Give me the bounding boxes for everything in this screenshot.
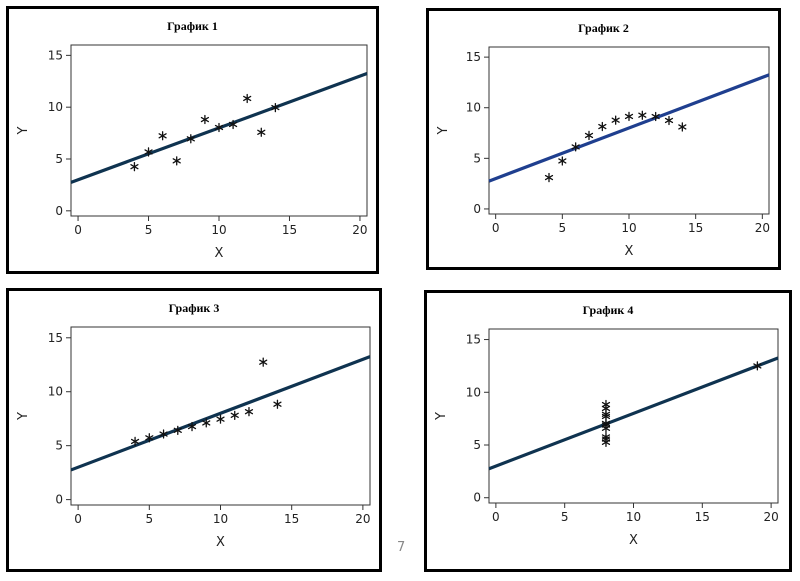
chart3-point-1: [130, 436, 140, 447]
chart1-point-9: [243, 93, 252, 104]
chart2-point-6: [611, 115, 620, 125]
chart4-point-11: [601, 420, 611, 430]
chart3-point-4: [173, 425, 182, 435]
chart1-title: График 1: [167, 19, 218, 33]
chart4-xlabel: X: [629, 533, 638, 548]
chart2-title: График 2: [578, 21, 629, 35]
chart2-fit-line: [488, 73, 770, 183]
chart1-point-3: [158, 131, 167, 141]
chart2-point-10: [664, 115, 674, 126]
chart4-xtick-label: 5: [561, 510, 569, 524]
chart-panel-4: График 4 0 5 10 15 20 0 5 10 15 X Y: [424, 290, 792, 572]
chart2-point-4: [584, 130, 594, 141]
chart-panel-2: График 2 0 5 10 15 20 0 5 10 15 X Y: [426, 8, 781, 270]
chart1-point-5: [186, 134, 195, 144]
chart2-ytick-label: 0: [473, 202, 481, 216]
chart2-point-5: [598, 121, 607, 132]
chart3-ytick-label: 5: [55, 439, 63, 453]
chart1-point-2: [144, 147, 153, 157]
chart3-xtick-label: 0: [74, 512, 82, 526]
chart4-point-9: [601, 434, 611, 444]
chart-svg-2: График 2 0 5 10 15 20 0 5 10 15 X Y: [436, 21, 770, 259]
chart1-xlabel: X: [215, 246, 224, 261]
chart4-ylabel: Y: [434, 412, 449, 421]
chart3-point-8: [230, 410, 239, 421]
chart2-point-11: [678, 122, 687, 132]
chart1-ytick-label: 15: [48, 48, 63, 62]
chart3-xtick-label: 10: [213, 512, 228, 526]
chart2-point-2: [558, 156, 567, 166]
chart3-ytick-label: 15: [48, 331, 63, 345]
chart4-plot-frame: [488, 328, 779, 504]
chart4-ytick-label: 10: [466, 385, 481, 399]
chart2-point-8: [638, 110, 647, 120]
chart2-ylabel: Y: [436, 126, 451, 135]
chart2-point-1: [544, 172, 554, 183]
chart1-ylabel: Y: [16, 126, 31, 135]
chart1-ytick-label: 0: [55, 204, 63, 218]
chart4-xtick-label: 10: [626, 510, 641, 524]
chart1-point-10: [257, 127, 266, 137]
chart1-xtick-label: 5: [145, 223, 153, 237]
chart2-xtick-label: 0: [492, 221, 500, 235]
chart2-xtick-label: 20: [755, 221, 770, 235]
chart1-point-8: [228, 119, 238, 130]
chart2-xtick-label: 15: [688, 221, 703, 235]
chart4-xtick-label: 20: [763, 510, 778, 524]
chart3-point-10: [259, 357, 268, 367]
chart2-xtick-label: 10: [621, 221, 636, 235]
chart2-ytick-label: 5: [473, 151, 481, 165]
chart1-ytick-label: 5: [55, 152, 63, 166]
chart-panel-1: График 1 0 5 10 15 20 0 5 10 15 X Y: [6, 6, 379, 274]
chart1-xtick-label: 10: [211, 223, 226, 237]
chart3-point-6: [202, 418, 211, 428]
chart3-point-7: [216, 414, 225, 424]
chart2-plot-frame: [488, 46, 770, 215]
chart2-xtick-label: 5: [559, 221, 567, 235]
chart3-fit-line: [70, 355, 371, 472]
chart1-point-6: [200, 114, 210, 125]
chart3-ylabel: Y: [16, 412, 31, 421]
chart-svg-4: График 4 0 5 10 15 20 0 5 10 15 X Y: [434, 303, 779, 548]
chart2-ytick-label: 15: [466, 50, 481, 64]
chart1-point-11: [271, 102, 280, 113]
chart-panel-3: График 3 0 5 10 15 20 0 5 10 15 X Y: [6, 288, 382, 572]
chart4-xtick-label: 0: [492, 510, 500, 524]
chart3-xtick-label: 5: [145, 512, 153, 526]
chart3-xlabel: X: [216, 535, 225, 550]
chart4-ytick-label: 5: [473, 438, 481, 452]
chart2-point-9: [651, 111, 660, 122]
chart1-ytick-label: 10: [48, 100, 63, 114]
chart3-xtick-label: 15: [284, 512, 299, 526]
chart3-point-9: [244, 407, 254, 417]
chart-svg-1: График 1 0 5 10 15 20 0 5 10 15 X Y: [16, 19, 368, 261]
chart1-xtick-label: 15: [282, 223, 297, 237]
chart3-xtick-label: 20: [355, 512, 370, 526]
chart4-title: График 4: [583, 303, 634, 317]
chart1-xtick-label: 20: [352, 223, 367, 237]
chart1-point-1: [130, 162, 139, 172]
chart1-xtick-label: 0: [74, 223, 82, 237]
chart4-point-8: [753, 361, 762, 371]
chart2-point-7: [624, 111, 634, 122]
chart4-ytick-label: 15: [466, 333, 481, 347]
chart2-ytick-label: 10: [466, 101, 481, 115]
chart3-point-2: [145, 433, 154, 443]
chart4-point-10: [601, 409, 611, 419]
chart3-point-11: [273, 399, 282, 409]
chart4-fit-line: [488, 356, 779, 471]
chart2-point-3: [571, 142, 580, 152]
chart1-point-7: [214, 122, 224, 133]
chart3-point-3: [159, 429, 168, 439]
chart3-ytick-label: 10: [48, 385, 63, 399]
chart3-ytick-label: 0: [55, 493, 63, 507]
page-number: 7: [397, 540, 406, 555]
chart2-xlabel: X: [625, 244, 634, 259]
chart3-point-5: [187, 421, 197, 432]
chart3-title: График 3: [169, 301, 220, 315]
chart4-ytick-label: 0: [473, 491, 481, 505]
chart1-point-4: [172, 156, 181, 166]
chart4-xtick-label: 15: [695, 510, 710, 524]
chart-svg-3: График 3 0 5 10 15 20 0 5 10 15 X Y: [16, 301, 371, 550]
